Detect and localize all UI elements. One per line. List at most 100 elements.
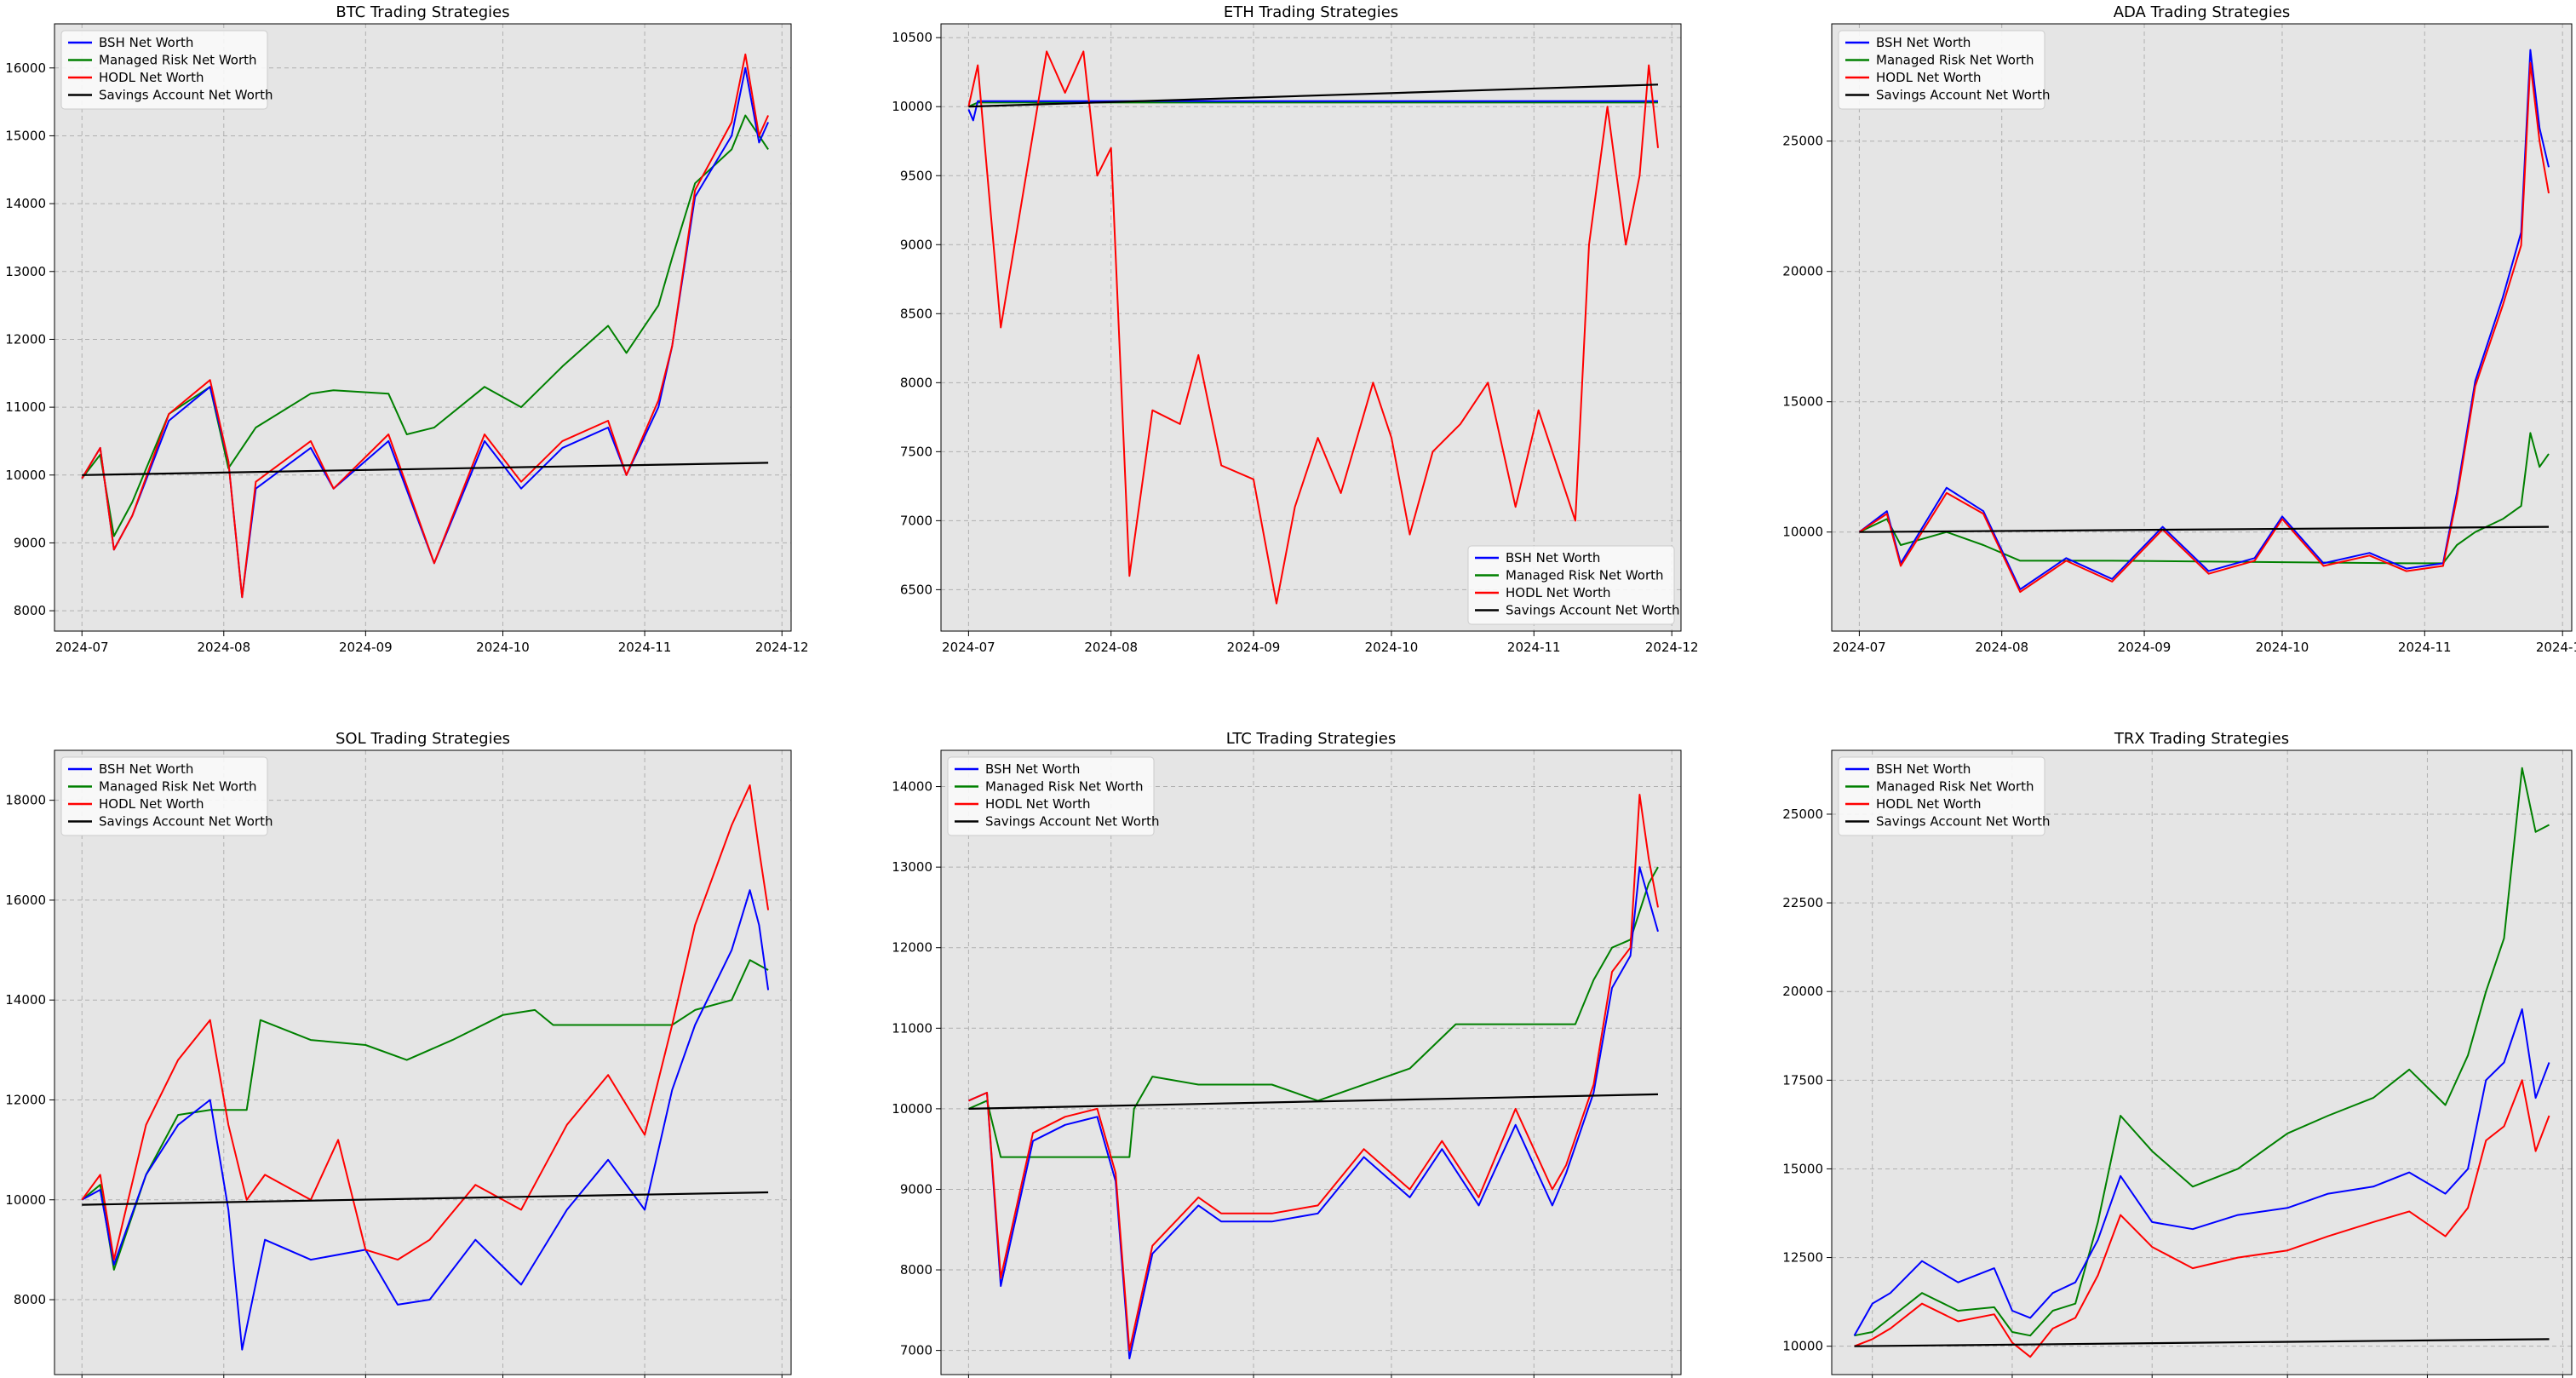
legend-label: HODL Net Worth bbox=[1876, 70, 1982, 85]
x-tick-label: 2024-09 bbox=[2118, 640, 2172, 655]
x-tick-label: 2024-09 bbox=[1227, 640, 1281, 655]
chart-title: BTC Trading Strategies bbox=[336, 3, 509, 21]
y-tick-label: 20000 bbox=[1782, 984, 1823, 999]
plot-frame bbox=[54, 23, 792, 632]
legend-label: Savings Account Net Worth bbox=[99, 814, 273, 830]
plot-area bbox=[1832, 24, 2572, 631]
y-tick-label: 15000 bbox=[1782, 1161, 1823, 1176]
legend-label: Managed Risk Net Worth bbox=[99, 779, 257, 795]
plot-frame bbox=[940, 23, 1682, 632]
plot-frame bbox=[940, 749, 1682, 1375]
legend-label: Managed Risk Net Worth bbox=[1506, 568, 1664, 583]
trx-chart: 2024-072024-082024-092024-102024-112024-… bbox=[1782, 730, 2573, 1378]
series-line-managed-risk-net-worth bbox=[1858, 432, 2550, 565]
legend-box bbox=[60, 756, 268, 836]
legend-label: BSH Net Worth bbox=[1506, 550, 1600, 566]
chart-title: SOL Trading Strategies bbox=[336, 730, 510, 748]
legend: BSH Net Worth Managed Risk Net Worth HODL … bbox=[60, 30, 273, 110]
eth-chart: 2024-07 2024-08 2024-09 2024-10 2024-11 2024-… bbox=[892, 3, 1698, 655]
legend-label: BSH Net Worth bbox=[985, 761, 1080, 777]
series-line-savings-account-net-worth bbox=[1859, 525, 2550, 533]
legend: BSH Net Worth Managed Risk Net WorthHODL … bbox=[1838, 756, 2051, 836]
legend-label: BSH Net Worth bbox=[99, 35, 193, 50]
legend-box bbox=[1838, 30, 2045, 110]
x-tick-label: 2024-12 bbox=[2536, 640, 2576, 655]
plot-area bbox=[941, 750, 1681, 1375]
ltc-chart: 2024-072024-082024-092024-102024-112024-… bbox=[892, 730, 1682, 1378]
x-tick-label: 2024-10 bbox=[2256, 640, 2309, 655]
y-tick-label: 25000 bbox=[1782, 134, 1823, 149]
legend-label: Savings Account Net Worth bbox=[99, 88, 273, 103]
x-tick-label: 2024-10 bbox=[1365, 640, 1419, 655]
series-line-bsh-net-worth bbox=[1853, 1008, 2550, 1336]
x-tick-label: 2024-11 bbox=[618, 640, 672, 655]
y-tick-label: 15000 bbox=[5, 128, 46, 143]
legend-label: Savings Account Net Worth bbox=[1876, 814, 2051, 830]
btc-chart: 2024-07 2024-08 2024-09 2024-10 2024-11 2024-… bbox=[5, 3, 808, 655]
y-tick-label: 14000 bbox=[892, 779, 932, 795]
x-tick-label: 2024-12 bbox=[1645, 640, 1699, 655]
y-tick-label: 13000 bbox=[5, 264, 46, 279]
ada-chart: 2024-07 2024-08 2024-09 2024-10 2024-11 2024-… bbox=[1782, 3, 2576, 655]
legend-box bbox=[947, 756, 1155, 836]
legend-label: Managed Risk Net Worth bbox=[1876, 53, 2034, 68]
x-tick-label: 2024-11 bbox=[1507, 640, 1561, 655]
plot-frame bbox=[1831, 23, 2573, 632]
y-tick-label: 9000 bbox=[900, 237, 932, 252]
y-tick-label: 25000 bbox=[1782, 807, 1823, 822]
chart-title: ETH Trading Strategies bbox=[1224, 3, 1398, 21]
legend-label: Savings Account Net Worth bbox=[985, 814, 1160, 830]
series-line-savings-account-net-worth bbox=[968, 83, 1659, 108]
y-tick-label: 17500 bbox=[1782, 1072, 1823, 1088]
y-tick-label: 12000 bbox=[892, 940, 932, 956]
series-line-savings-account-net-worth bbox=[82, 462, 769, 476]
series-line-hodl-net-worth bbox=[1858, 61, 2550, 594]
plot-area bbox=[941, 24, 1681, 631]
x-tick-label: 2024-10 bbox=[476, 640, 530, 655]
y-tick-label: 8000 bbox=[14, 603, 46, 618]
x-tick-label: 2024-08 bbox=[197, 640, 250, 655]
x-tick-label: 2024-12 bbox=[755, 640, 809, 655]
series-line-savings-account-net-worth bbox=[82, 1191, 769, 1206]
chart-title: TRX Trading Strategies bbox=[2114, 730, 2289, 748]
plot-frame bbox=[54, 749, 792, 1375]
y-tick-label: 15000 bbox=[1782, 394, 1823, 410]
legend-label: Savings Account Net Worth bbox=[1506, 603, 1680, 618]
x-tick-label: 2024-07 bbox=[1833, 640, 1886, 655]
chart-title: ADA Trading Strategies bbox=[2114, 3, 2291, 21]
series-line-bsh-net-worth bbox=[968, 866, 1659, 1360]
legend-label: Savings Account Net Worth bbox=[1876, 88, 2051, 103]
legend-label: BSH Net Worth bbox=[1876, 761, 1971, 777]
legend-label: HODL Net Worth bbox=[1876, 796, 1982, 812]
series-line-hodl-net-worth bbox=[1854, 1079, 2550, 1358]
sol-chart: 2024-072024-082024-092024-102024-112024-… bbox=[5, 730, 792, 1378]
plot-area bbox=[1832, 750, 2572, 1375]
y-tick-label: 8000 bbox=[900, 375, 932, 390]
legend-label: Managed Risk Net Worth bbox=[1876, 779, 2034, 795]
y-tick-label: 9000 bbox=[14, 535, 46, 550]
y-tick-label: 6500 bbox=[900, 582, 932, 597]
x-tick-label: 2024-11 bbox=[2398, 640, 2452, 655]
x-tick-label: 2024-08 bbox=[1975, 640, 2028, 655]
y-tick-label: 22500 bbox=[1782, 895, 1823, 910]
y-tick-label: 11000 bbox=[5, 399, 46, 415]
y-tick-label: 9000 bbox=[900, 1181, 932, 1197]
legend-label: Managed Risk Net Worth bbox=[99, 53, 257, 68]
legend-label: HODL Net Worth bbox=[99, 796, 204, 812]
legend: BSH Net Worth Managed Risk Net Worth HODL … bbox=[1467, 545, 1680, 625]
y-tick-label: 11000 bbox=[892, 1020, 932, 1036]
y-tick-label: 8000 bbox=[14, 1292, 46, 1307]
legend-label: HODL Net Worth bbox=[1506, 585, 1611, 600]
y-tick-label: 8500 bbox=[900, 306, 932, 321]
y-tick-label: 7000 bbox=[900, 513, 932, 528]
y-tick-label: 8000 bbox=[900, 1262, 932, 1278]
y-tick-label: 13000 bbox=[892, 859, 932, 875]
y-tick-label: 7500 bbox=[900, 444, 932, 459]
y-tick-label: 10000 bbox=[5, 468, 46, 483]
legend-label: HODL Net Worth bbox=[99, 70, 204, 85]
y-tick-label: 18000 bbox=[5, 793, 46, 808]
series-line-savings-account-net-worth bbox=[968, 1093, 1659, 1110]
